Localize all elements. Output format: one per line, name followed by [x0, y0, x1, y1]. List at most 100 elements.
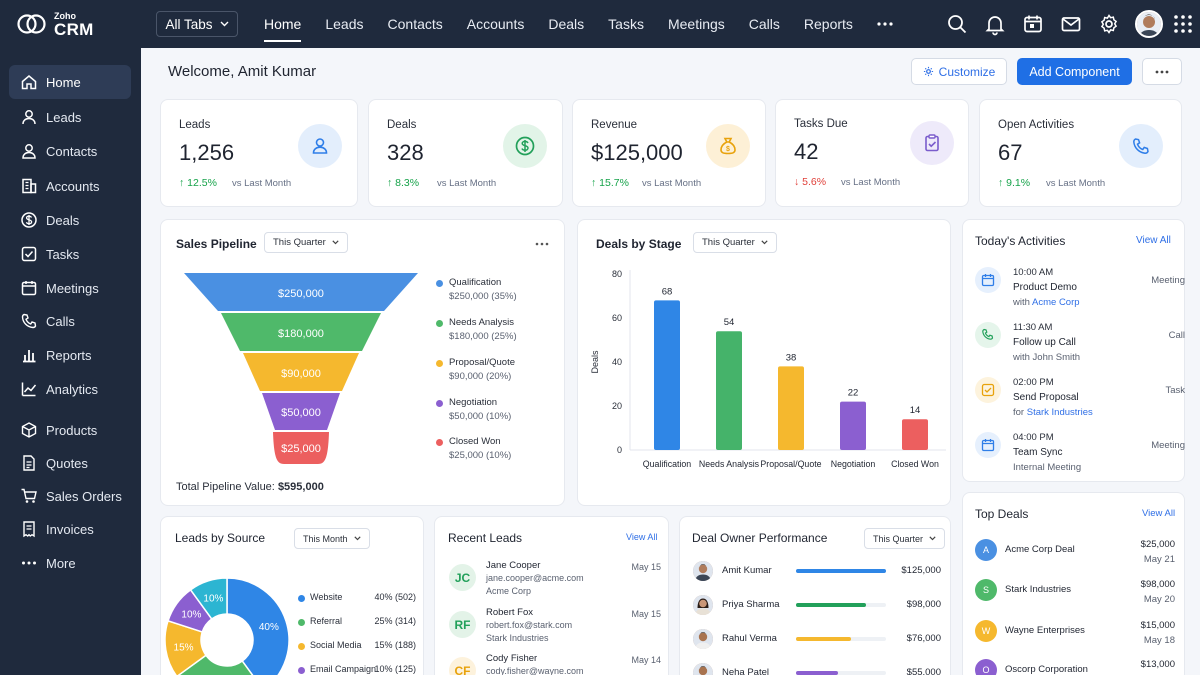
- lead-avatar: CF: [449, 657, 476, 675]
- svg-text:$: $: [726, 146, 730, 153]
- bell-icon[interactable]: [983, 12, 1007, 36]
- sidebar-item-analytics[interactable]: Analytics: [9, 372, 131, 406]
- kpi-card-deals[interactable]: Deals 328 ↑ 8.3% vs Last Month: [368, 99, 563, 207]
- view-all-link[interactable]: View All: [1136, 235, 1171, 246]
- mail-icon[interactable]: [1059, 12, 1083, 36]
- legend-label: Proposal/Quote: [449, 357, 516, 368]
- sidebar-item-deals[interactable]: Deals: [9, 203, 131, 237]
- nav-tasks[interactable]: Tasks: [608, 16, 644, 32]
- calendar-icon: [975, 432, 1001, 458]
- kpi-card-revenue[interactable]: Revenue $125,000 ↑ 15.7% vs Last Month $: [572, 99, 766, 207]
- funnel-value: $25,000: [281, 443, 321, 455]
- nav-meetings[interactable]: Meetings: [667, 16, 725, 32]
- activity-link[interactable]: Acme Corp: [1032, 297, 1080, 308]
- activity-item[interactable]: 10:00 AM Product Demo with Acme Corp Mee…: [975, 267, 1185, 322]
- sidebar-item-reports[interactable]: Reports: [9, 338, 131, 372]
- donut-slice[interactable]: [177, 654, 264, 675]
- sidebar-item-label: Leads: [46, 109, 82, 125]
- lead-company: Acme Corp: [486, 586, 532, 596]
- all-tabs-dropdown[interactable]: All Tabs: [156, 11, 238, 37]
- x-tick-label: Proposal/Quote: [760, 459, 821, 469]
- search-icon[interactable]: [945, 12, 969, 36]
- owner-row[interactable]: Amit Kumar $125,000: [693, 561, 941, 587]
- bar: [654, 300, 680, 450]
- sidebar-item-leads[interactable]: Leads: [9, 100, 131, 134]
- card-title: Sales Pipeline: [176, 237, 257, 251]
- top-deal-item[interactable]: O Oscorp Corporation $13,000: [975, 659, 1175, 675]
- add-component-button[interactable]: Add Component: [1017, 58, 1132, 85]
- user-photo: [1137, 12, 1161, 36]
- sidebar-item-home[interactable]: Home: [9, 65, 131, 99]
- sidebar-item-meetings[interactable]: Meetings: [9, 271, 131, 305]
- sidebar-item-tasks[interactable]: Tasks: [9, 237, 131, 271]
- zoho-crm-logo[interactable]: Zoho CRM: [16, 9, 116, 39]
- lead-item[interactable]: RF Robert Fox robert.fox@stark.com Stark…: [449, 607, 661, 655]
- kpi-compare: vs Last Month: [437, 178, 497, 189]
- activity-item[interactable]: 04:00 PM Team Sync Internal Meeting Meet…: [975, 432, 1185, 487]
- kpi-card-tasks-due[interactable]: Tasks Due 42 ↓ 5.6% vs Last Month: [775, 99, 969, 207]
- nav-deals[interactable]: Deals: [548, 16, 585, 32]
- nav-more-button[interactable]: [865, 0, 905, 48]
- activity-link[interactable]: Stark Industries: [1026, 407, 1093, 418]
- nav-leads[interactable]: Leads: [325, 16, 364, 32]
- arrow-up-icon: ↑: [179, 177, 188, 189]
- card-title: Top Deals: [975, 507, 1029, 521]
- period-select[interactable]: This Quarter: [264, 232, 348, 253]
- header-more-button[interactable]: [1142, 58, 1182, 85]
- lead-item[interactable]: JC Jane Cooper jane.cooper@acme.com Acme…: [449, 560, 661, 608]
- nav-contacts[interactable]: Contacts: [387, 16, 443, 32]
- nav-accounts[interactable]: Accounts: [466, 16, 525, 32]
- nav-calls[interactable]: Calls: [748, 16, 780, 32]
- home-icon: [21, 75, 37, 90]
- view-all-link[interactable]: View All: [1142, 508, 1176, 519]
- owner-name: Rahul Verma: [722, 633, 777, 644]
- sidebar-item-sales-orders[interactable]: Sales Orders: [9, 479, 131, 513]
- apps-grid-icon[interactable]: [1171, 12, 1195, 36]
- deal-amount: $98,000: [1140, 579, 1175, 590]
- view-all-link[interactable]: View All: [626, 532, 658, 542]
- period-select[interactable]: This Quarter: [864, 528, 946, 549]
- donut-slice[interactable]: [226, 577, 290, 675]
- sidebar-item-products[interactable]: Products: [9, 413, 131, 447]
- lead-email: cody.fisher@wayne.com: [486, 666, 584, 675]
- calendar-icon[interactable]: [1021, 12, 1045, 36]
- sidebar-item-more[interactable]: More: [9, 546, 131, 580]
- top-deal-item[interactable]: A Acme Corp Deal $25,000 May 21: [975, 539, 1175, 571]
- nav-home[interactable]: Home: [252, 0, 313, 48]
- sidebar-item-invoices[interactable]: Invoices: [9, 512, 131, 546]
- legend-value: $25,000: [449, 450, 484, 461]
- zoho-logo-icon: [17, 14, 46, 34]
- period-select[interactable]: This Quarter: [693, 232, 777, 253]
- lead-item[interactable]: CF Cody Fisher cody.fisher@wayne.com May…: [449, 653, 661, 675]
- kpi-compare: vs Last Month: [1046, 178, 1106, 189]
- kpi-card-open-activities[interactable]: Open Activities 67 ↑ 9.1% vs Last Month: [979, 99, 1182, 207]
- user-avatar[interactable]: [1135, 10, 1163, 38]
- owner-row[interactable]: Rahul Verma $76,000: [693, 629, 941, 655]
- donut-slice[interactable]: [189, 577, 228, 621]
- recent-leads-card: Recent Leads View All JC Jane Cooper jan…: [434, 516, 669, 675]
- top-deal-item[interactable]: S Stark Industries $98,000 May 20: [975, 579, 1175, 611]
- owner-progress-bar: [796, 569, 886, 573]
- period-select[interactable]: This Month: [294, 528, 370, 549]
- sidebar-item-quotes[interactable]: Quotes: [9, 446, 131, 480]
- activity-item[interactable]: 11:30 AM Follow up Call with John Smith …: [975, 322, 1185, 377]
- gear-icon[interactable]: [1097, 12, 1121, 36]
- sidebar-item-calls[interactable]: Calls: [9, 304, 131, 338]
- period-select-value: This Quarter: [273, 237, 326, 248]
- bar-chart-icon: [23, 350, 36, 363]
- customize-button[interactable]: Customize: [911, 58, 1007, 85]
- legend-item: Negotiation $50,000 (10%): [436, 396, 511, 424]
- nav-reports[interactable]: Reports: [803, 16, 853, 32]
- sidebar-item-contacts[interactable]: Contacts: [9, 134, 131, 168]
- leads-source-donut: 40% 15% 10%10%: [164, 577, 290, 675]
- owner-row[interactable]: Neha Patel $55,000: [693, 663, 941, 675]
- source-name: Referral: [310, 616, 343, 626]
- y-tick-label: 20: [612, 401, 622, 411]
- activity-item[interactable]: 02:00 PM Send Proposal for Stark Industr…: [975, 377, 1185, 432]
- card-menu-button[interactable]: [535, 234, 549, 249]
- kpi-card-leads[interactable]: Leads 1,256 ↑ 12.5% vs Last Month: [160, 99, 358, 207]
- owner-row[interactable]: Priya Sharma $98,000: [693, 595, 941, 621]
- legend-item: Qualification $250,000 (35%): [436, 276, 517, 304]
- sidebar-item-accounts[interactable]: Accounts: [9, 169, 131, 203]
- top-deal-item[interactable]: W Wayne Enterprises $15,000 May 18: [975, 620, 1175, 652]
